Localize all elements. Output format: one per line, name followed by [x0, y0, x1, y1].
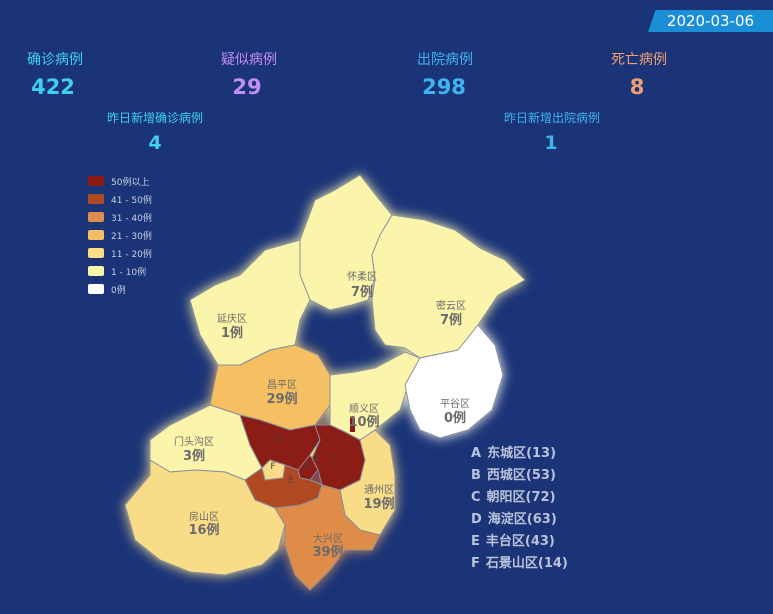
district-count: 19例 [363, 497, 395, 512]
key-text: 东城区(13) [487, 446, 557, 461]
stat-value: 1 [544, 132, 558, 154]
legend-label: 11 - 20例 [111, 249, 152, 260]
stat-label: 确诊病例 [27, 52, 83, 68]
legend-item[interactable]: 41 - 50例 [88, 190, 152, 208]
legend-swatch [88, 284, 104, 294]
key-letter: F [471, 556, 480, 571]
stat-value: 4 [148, 132, 162, 154]
legend-item[interactable]: 0例 [88, 280, 152, 298]
district-label: 房山区 [189, 512, 219, 523]
legend-label: 31 - 40例 [111, 213, 152, 224]
district-count: 1例 [220, 326, 244, 341]
key-text: 海淀区(63) [487, 512, 557, 527]
district-daxing[interactable] [274, 484, 381, 591]
map-letter-c: C [329, 454, 337, 464]
stat-value: 298 [422, 75, 466, 99]
legend-swatch [88, 266, 104, 276]
key-row: E 丰台区(43) [471, 531, 568, 553]
district-label: 昌平区 [267, 380, 297, 391]
legend-item[interactable]: 31 - 40例 [88, 208, 152, 226]
district-label: 通州区 [364, 485, 394, 496]
district-label: 密云区 [436, 301, 466, 312]
stat-value: 422 [31, 75, 75, 99]
key-row: C 朝阳区(72) [471, 487, 568, 509]
district-count: 10例 [348, 415, 380, 430]
legend-swatch [88, 194, 104, 204]
legend-item[interactable]: 50例以上 [88, 172, 152, 190]
district-count: 3例 [182, 449, 206, 464]
legend-item[interactable]: 1 - 10例 [88, 262, 152, 280]
stat-value: 29 [232, 75, 262, 99]
key-row: D 海淀区(63) [471, 509, 568, 531]
legend-label: 50例以上 [111, 177, 150, 188]
key-text: 丰台区(43) [485, 534, 555, 549]
legend-label: 1 - 10例 [111, 267, 147, 278]
key-text: 朝阳区(72) [486, 490, 556, 505]
key-letter: B [471, 468, 481, 483]
key-row: A 东城区(13) [471, 443, 568, 465]
map-letter-e: E [288, 476, 294, 486]
district-label: 平谷区 [440, 399, 470, 410]
district-miyun[interactable] [371, 214, 526, 359]
district-count: 7例 [350, 285, 374, 300]
district-count: 7例 [439, 313, 463, 328]
stat-label: 昨日新增出院病例 [503, 111, 601, 125]
legend: 50例以上 41 - 50例 31 - 40例 21 - 30例 11 - 20… [88, 172, 152, 298]
key-letter: D [471, 512, 482, 527]
district-label: 大兴区 [313, 534, 343, 545]
district-pinggu[interactable] [404, 324, 504, 439]
legend-label: 41 - 50例 [111, 195, 152, 206]
key-row: B 西城区(53) [471, 465, 568, 487]
legend-swatch [88, 248, 104, 258]
district-count: 0例 [443, 411, 467, 426]
date-badge: 2020-03-06 [648, 10, 773, 32]
legend-item[interactable]: 21 - 30例 [88, 226, 152, 244]
district-label: 怀柔区 [347, 272, 377, 283]
district-count: 29例 [266, 392, 298, 407]
district-count: 39例 [312, 545, 344, 560]
legend-item[interactable]: 11 - 20例 [88, 244, 152, 262]
district-label: 延庆区 [217, 314, 247, 325]
map-letter-a: A [313, 455, 321, 465]
key-row: F 石景山区(14) [471, 553, 568, 575]
stat-label: 出院病例 [417, 52, 473, 68]
legend-swatch [88, 212, 104, 222]
stat-value: 8 [629, 75, 645, 99]
key-text: 西城区(53) [486, 468, 556, 483]
key-text: 石景山区(14) [485, 556, 568, 571]
legend-swatch [88, 230, 104, 240]
stat-label: 疑似病例 [221, 52, 277, 68]
key-letter: C [471, 490, 481, 505]
district-chaoyang-enclave [350, 418, 355, 432]
district-label: 门头沟区 [174, 437, 214, 448]
key-letter: E [471, 534, 480, 549]
map-letter-b: B [303, 461, 311, 471]
district-label: 顺义区 [349, 404, 379, 415]
legend-label: 0例 [111, 285, 126, 296]
inner-district-key: A 东城区(13) B 西城区(53) C 朝阳区(72) D 海淀区(63) E 丰台区… [471, 443, 568, 575]
stat-label: 死亡病例 [611, 52, 667, 68]
stat-label: 昨日新增确诊病例 [106, 111, 204, 125]
district-count: 16例 [188, 523, 220, 538]
map-letter-f: F [270, 462, 276, 472]
key-letter: A [471, 446, 482, 461]
map-letter-d: D [274, 435, 282, 445]
district-dongcheng[interactable] [309, 439, 321, 459]
legend-swatch [88, 176, 104, 186]
legend-label: 21 - 30例 [111, 231, 152, 242]
